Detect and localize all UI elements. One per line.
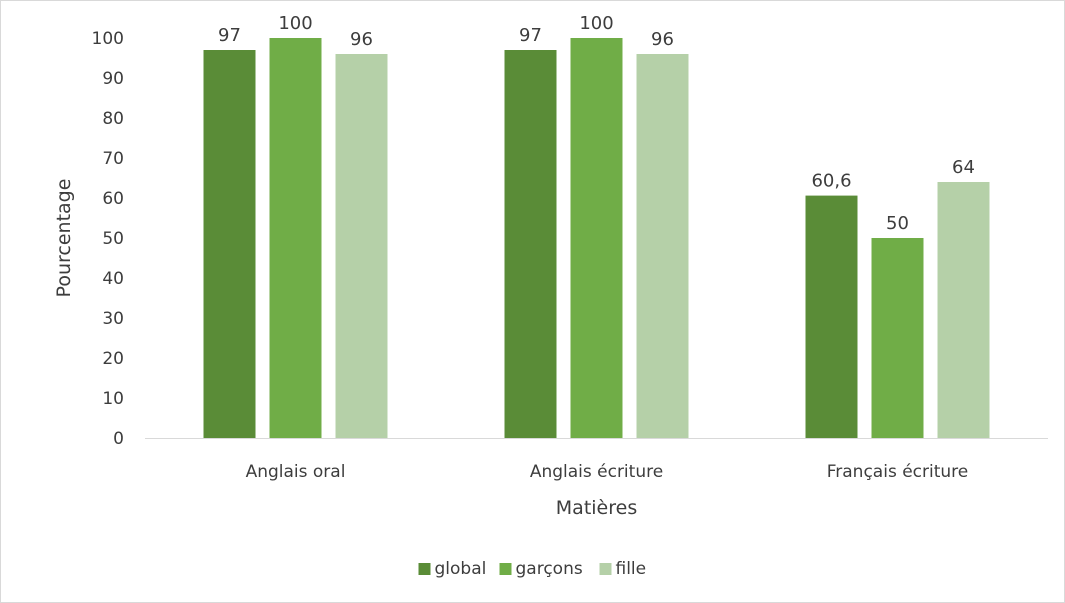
bar-garçons-2 xyxy=(570,38,623,438)
y-tick-label: 100 xyxy=(92,29,124,49)
bar-garçons-3 xyxy=(871,238,924,438)
y-tick-label: 20 xyxy=(102,349,124,369)
bar-fille-2 xyxy=(636,54,689,438)
y-axis-title: Pourcentage xyxy=(53,179,75,298)
data-labels: 97 100 96 97 100 96 60,6 50 64 xyxy=(218,13,975,234)
legend-swatch-garçons xyxy=(499,563,512,575)
data-label-fille-2: 96 xyxy=(651,29,674,50)
y-tick-label: 10 xyxy=(102,389,124,409)
y-tick-label: 60 xyxy=(102,189,124,209)
bar-global-2 xyxy=(504,50,557,438)
bar-fille-3 xyxy=(937,182,990,438)
y-axis-ticks: 0 10 20 30 40 50 60 70 80 90 100 xyxy=(92,29,124,449)
legend-label-global: global xyxy=(435,559,487,579)
legend-label-fille: fille xyxy=(616,559,647,579)
y-tick-label: 0 xyxy=(113,429,124,449)
x-axis-title: Matières xyxy=(556,497,637,519)
bar-global-1 xyxy=(203,50,256,438)
y-tick-label: 40 xyxy=(102,269,124,289)
data-label-fille-1: 96 xyxy=(350,29,373,50)
data-label-garçons-1: 100 xyxy=(278,13,312,34)
bar-global-3 xyxy=(805,195,858,438)
y-tick-label: 50 xyxy=(102,229,124,249)
data-label-garçons-3: 50 xyxy=(886,213,909,234)
bar-garçons-1 xyxy=(269,38,322,438)
x-category-label: Anglais oral xyxy=(246,462,346,482)
bars xyxy=(203,38,990,438)
y-tick-label: 90 xyxy=(102,69,124,89)
bar-fille-1 xyxy=(335,54,388,438)
data-label-global-1: 97 xyxy=(218,25,241,46)
legend-label-garçons: garçons xyxy=(516,559,583,579)
x-category-label: Français écriture xyxy=(827,462,969,482)
legend-swatch-global xyxy=(418,563,431,575)
legend-swatch-fille xyxy=(599,563,612,575)
x-axis-categories: Anglais oral Anglais écriture Français écr… xyxy=(246,462,969,482)
data-label-fille-3: 64 xyxy=(952,157,975,178)
y-tick-label: 30 xyxy=(102,309,124,329)
data-label-global-3: 60,6 xyxy=(811,171,851,192)
y-tick-label: 80 xyxy=(102,109,124,129)
y-tick-label: 70 xyxy=(102,149,124,169)
data-label-garçons-2: 100 xyxy=(579,13,613,34)
legend: global garçons fille xyxy=(418,559,647,579)
x-category-label: Anglais écriture xyxy=(530,462,663,482)
data-label-global-2: 97 xyxy=(519,25,542,46)
